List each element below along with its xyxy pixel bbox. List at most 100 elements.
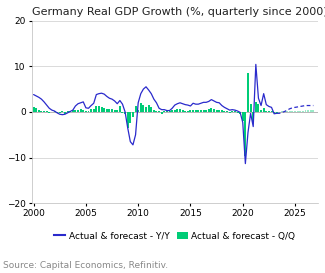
Bar bbox=[221, 110, 223, 112]
Bar bbox=[72, 110, 74, 112]
Bar bbox=[174, 110, 176, 112]
Bar bbox=[80, 109, 82, 112]
Bar bbox=[32, 107, 34, 112]
Bar bbox=[187, 111, 189, 112]
Bar bbox=[87, 111, 89, 112]
Bar bbox=[82, 110, 84, 112]
Bar bbox=[200, 110, 202, 112]
Bar bbox=[234, 111, 236, 112]
Bar bbox=[103, 108, 105, 112]
Bar bbox=[127, 112, 129, 128]
Bar bbox=[310, 110, 312, 112]
Bar bbox=[197, 110, 199, 112]
Bar bbox=[145, 107, 147, 112]
Bar bbox=[184, 111, 186, 112]
Bar bbox=[93, 109, 95, 112]
Bar bbox=[268, 111, 270, 112]
Bar bbox=[166, 111, 168, 112]
Bar bbox=[122, 112, 124, 113]
Bar bbox=[161, 112, 163, 114]
Bar bbox=[312, 110, 314, 112]
Bar bbox=[142, 105, 144, 112]
Bar bbox=[54, 111, 56, 112]
Bar bbox=[292, 111, 293, 112]
Bar bbox=[35, 108, 37, 112]
Bar bbox=[106, 109, 108, 112]
Bar bbox=[270, 111, 272, 112]
Bar bbox=[205, 110, 207, 112]
Bar bbox=[38, 110, 40, 112]
Bar bbox=[202, 110, 204, 112]
Bar bbox=[273, 112, 275, 113]
Bar bbox=[64, 112, 66, 114]
Bar bbox=[192, 110, 194, 112]
Bar bbox=[286, 111, 288, 112]
Bar bbox=[135, 106, 136, 112]
Bar bbox=[158, 111, 160, 112]
Bar bbox=[252, 112, 254, 123]
Bar bbox=[129, 112, 131, 123]
Bar bbox=[98, 106, 100, 112]
Bar bbox=[179, 109, 181, 112]
Bar bbox=[90, 109, 92, 112]
Bar bbox=[74, 110, 76, 112]
Bar bbox=[153, 110, 155, 112]
Bar bbox=[257, 104, 259, 112]
Bar bbox=[119, 106, 121, 112]
Bar bbox=[299, 111, 301, 112]
Bar bbox=[218, 110, 220, 112]
Bar bbox=[140, 103, 142, 112]
Bar bbox=[284, 111, 286, 112]
Bar bbox=[281, 111, 283, 112]
Text: Germany Real GDP Growth (%, quarterly since 2000): Germany Real GDP Growth (%, quarterly si… bbox=[32, 7, 325, 17]
Bar bbox=[155, 111, 158, 112]
Legend: Actual & forecast - Y/Y, Actual & forecast - Q/Q: Actual & forecast - Y/Y, Actual & foreca… bbox=[54, 232, 295, 241]
Bar bbox=[137, 110, 139, 112]
Bar bbox=[263, 108, 265, 112]
Bar bbox=[289, 111, 291, 112]
Bar bbox=[171, 110, 173, 112]
Bar bbox=[210, 108, 212, 112]
Bar bbox=[302, 111, 304, 112]
Bar bbox=[237, 112, 239, 113]
Bar bbox=[163, 111, 165, 112]
Bar bbox=[294, 111, 296, 112]
Bar bbox=[114, 110, 116, 112]
Bar bbox=[77, 110, 79, 112]
Bar bbox=[43, 111, 45, 112]
Bar bbox=[229, 112, 231, 113]
Bar bbox=[56, 112, 58, 113]
Bar bbox=[244, 112, 246, 156]
Bar bbox=[69, 111, 71, 112]
Bar bbox=[109, 109, 111, 112]
Bar bbox=[224, 111, 226, 112]
Bar bbox=[48, 112, 50, 113]
Bar bbox=[40, 111, 43, 112]
Bar bbox=[182, 110, 184, 112]
Bar bbox=[46, 111, 48, 112]
Bar bbox=[100, 107, 103, 112]
Bar bbox=[176, 109, 178, 112]
Text: Source: Capital Economics, Refinitiv.: Source: Capital Economics, Refinitiv. bbox=[3, 261, 168, 270]
Bar bbox=[255, 102, 257, 112]
Bar bbox=[231, 111, 233, 112]
Bar bbox=[276, 112, 278, 113]
Bar bbox=[208, 109, 210, 112]
Bar bbox=[250, 104, 252, 112]
Bar bbox=[169, 111, 171, 112]
Bar bbox=[61, 111, 63, 112]
Bar bbox=[95, 106, 97, 112]
Bar bbox=[213, 109, 215, 112]
Bar bbox=[132, 112, 134, 117]
Bar bbox=[111, 109, 113, 112]
Bar bbox=[215, 110, 218, 112]
Bar bbox=[247, 73, 249, 112]
Bar bbox=[150, 107, 152, 112]
Bar bbox=[242, 112, 244, 121]
Bar bbox=[226, 111, 228, 112]
Bar bbox=[195, 110, 197, 112]
Bar bbox=[260, 110, 262, 112]
Bar bbox=[116, 110, 118, 112]
Bar bbox=[59, 112, 61, 113]
Bar bbox=[124, 112, 126, 114]
